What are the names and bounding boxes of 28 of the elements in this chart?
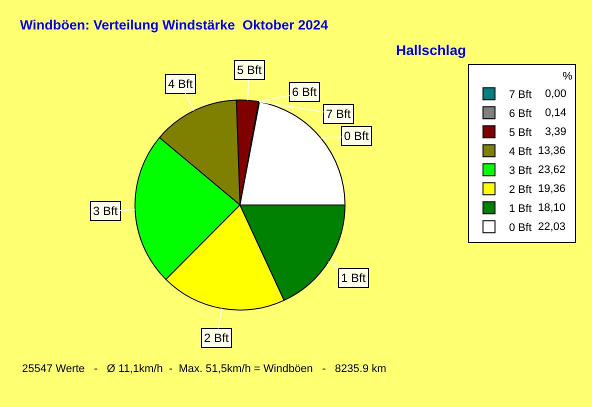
category-label: 7 Bft [326, 107, 351, 121]
legend-label: 6 Bft [509, 108, 532, 120]
legend-label: 7 Bft [509, 89, 532, 102]
slice-label: 3 Bft [93, 204, 118, 218]
data-label: 18,10 [538, 202, 566, 214]
legend-label: 4 Bft [509, 146, 532, 158]
slice-label: 4 Bft [168, 77, 194, 91]
data-label: 3,39 [545, 126, 566, 138]
text: 0,00 [545, 88, 566, 100]
text: 25547 Werte - Ø 11,1km/h - Max. 51,5km/h = Windböen - 8235.9 km [22, 363, 386, 375]
slice-label: 5 Bft [237, 63, 262, 77]
legend-label: 2 Bft [509, 184, 532, 196]
chart-subtitle: Hallschlag [396, 42, 466, 58]
data-label: 13,36 [538, 145, 566, 157]
slice-label: 6 Bft [292, 85, 318, 99]
slice-label: 0 Bft [344, 129, 370, 143]
legend-label: 5 Bft [509, 127, 532, 140]
legend-title: % [471, 70, 573, 82]
chart-title: Windböen: Verteilung Windstärke Oktober 2024 [20, 18, 329, 33]
slice-label: 2 Bft [204, 331, 230, 345]
slice-label: 1 Bft [341, 271, 366, 285]
data-label: 0,14 [545, 107, 566, 119]
legend-label: 0 Bft [509, 222, 532, 234]
data-label: 19,36 [538, 183, 566, 195]
data-label: 23,62 [538, 164, 566, 176]
legend-label: 1 Bft [509, 203, 532, 216]
data-label: 22,03 [538, 221, 566, 233]
legend-label: 3 Bft [509, 165, 532, 178]
